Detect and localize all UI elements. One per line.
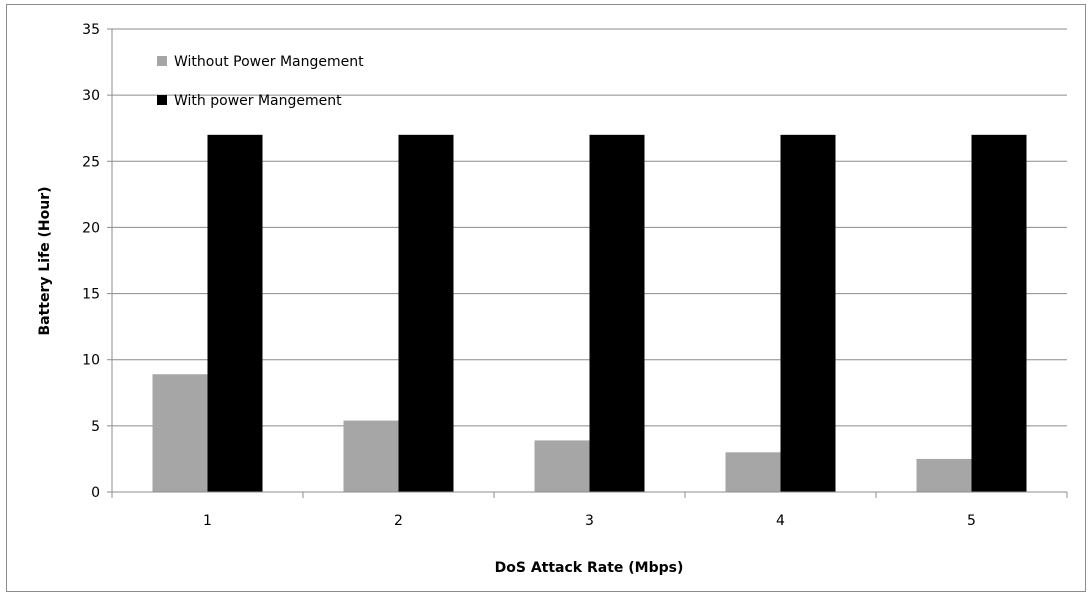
bar-series1-2 bbox=[343, 420, 399, 492]
y-tick-label-5: 5 bbox=[91, 419, 100, 435]
x-tick-label-3: 3 bbox=[585, 513, 594, 529]
legend-label-with-power-management: With power Mangement bbox=[174, 93, 342, 109]
bar-series2-3 bbox=[589, 134, 645, 493]
axes bbox=[107, 28, 1068, 498]
x-tick-label-5: 5 bbox=[967, 513, 976, 529]
bar-series2-5 bbox=[971, 134, 1027, 493]
bar-series1-1 bbox=[152, 374, 208, 492]
y-tick-label-15: 15 bbox=[82, 287, 100, 303]
chart-frame: 0 5 10 15 20 25 30 35 1 2 3 4 5 Battery Life (Hour) … bbox=[6, 4, 1086, 592]
legend-swatch-with-power-management bbox=[157, 95, 167, 105]
y-tick-label-10: 10 bbox=[82, 353, 100, 369]
y-tick-label-30: 30 bbox=[82, 88, 100, 104]
bar-series2-2 bbox=[398, 134, 454, 493]
legend-swatch-without-power-management bbox=[157, 56, 167, 66]
bar-series1-3 bbox=[534, 440, 590, 492]
bar-series2-4 bbox=[780, 134, 836, 493]
y-tick-label-35: 35 bbox=[82, 22, 100, 38]
y-tick-label-20: 20 bbox=[82, 220, 100, 236]
legend: Without Power Mangement With power Mange… bbox=[157, 54, 364, 109]
tick-labels: 0 5 10 15 20 25 30 35 1 2 3 4 5 bbox=[82, 22, 976, 529]
legend-label-without-power-management: Without Power Mangement bbox=[174, 54, 364, 70]
x-tick-label-1: 1 bbox=[203, 513, 212, 529]
y-tick-label-0: 0 bbox=[91, 485, 100, 501]
y-axis-title: Battery Life (Hour) bbox=[37, 186, 53, 335]
bar-series2-1 bbox=[207, 134, 263, 493]
bar-series1-4 bbox=[725, 452, 781, 492]
bar-series1-5 bbox=[916, 458, 972, 492]
y-tick-label-25: 25 bbox=[82, 154, 100, 170]
bars bbox=[152, 134, 1027, 493]
x-tick-label-2: 2 bbox=[394, 513, 403, 529]
x-tick-label-4: 4 bbox=[776, 513, 785, 529]
x-axis-title: DoS Attack Rate (Mbps) bbox=[495, 560, 684, 576]
